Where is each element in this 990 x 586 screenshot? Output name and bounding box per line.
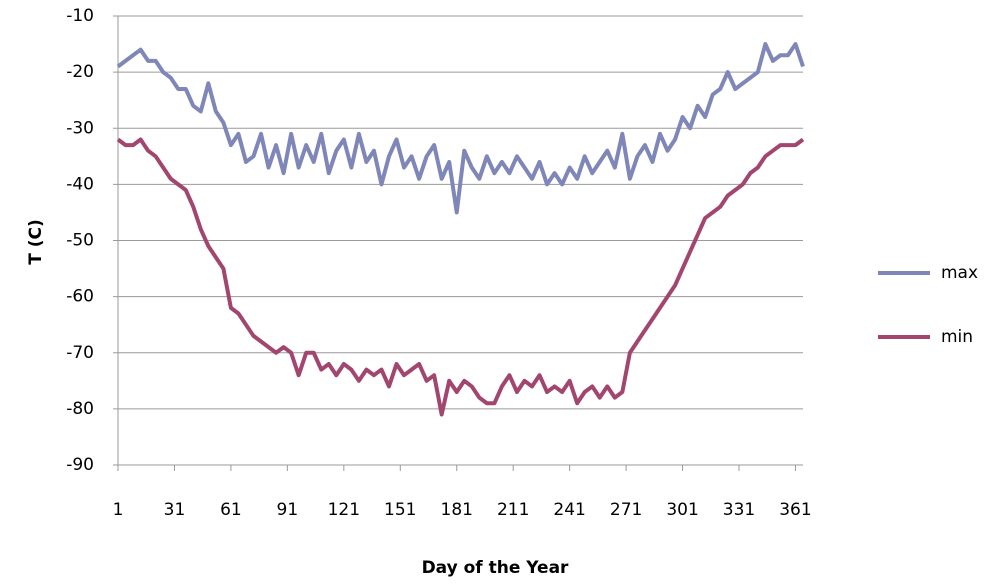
y-tick-label: -50 bbox=[66, 231, 94, 251]
series-line bbox=[116, 137, 805, 417]
x-tick-label: 91 bbox=[277, 500, 299, 520]
x-tick-label: 301 bbox=[666, 500, 698, 520]
x-tick-label: 1 bbox=[113, 500, 124, 520]
x-tick-label: 31 bbox=[164, 500, 186, 520]
x-tick-label: 121 bbox=[328, 500, 360, 520]
y-tick-label: -70 bbox=[66, 343, 94, 363]
y-tick-label: -40 bbox=[66, 174, 94, 194]
y-tick-label: -80 bbox=[66, 399, 94, 419]
y-tick-label: -90 bbox=[66, 455, 94, 475]
series-line bbox=[116, 42, 805, 215]
x-tick-label: 361 bbox=[779, 500, 811, 520]
x-tick-label: 181 bbox=[441, 500, 473, 520]
legend-label: max bbox=[941, 263, 978, 283]
x-tick-label: 271 bbox=[610, 500, 642, 520]
x-tick-label: 61 bbox=[220, 500, 242, 520]
y-tick-label: -10 bbox=[66, 6, 94, 26]
x-tick-label: 241 bbox=[553, 500, 585, 520]
y-tick-label: -20 bbox=[66, 62, 94, 82]
y-tick-label: -60 bbox=[66, 287, 94, 307]
x-tick-label: 211 bbox=[497, 500, 529, 520]
x-tick-label: 151 bbox=[384, 500, 416, 520]
x-tick-label: 331 bbox=[723, 500, 755, 520]
y-axis-label: T (C) bbox=[26, 219, 46, 265]
x-axis-label: Day of the Year bbox=[422, 558, 569, 578]
y-tick-label: -30 bbox=[66, 118, 94, 138]
legend-label: min bbox=[941, 327, 973, 347]
